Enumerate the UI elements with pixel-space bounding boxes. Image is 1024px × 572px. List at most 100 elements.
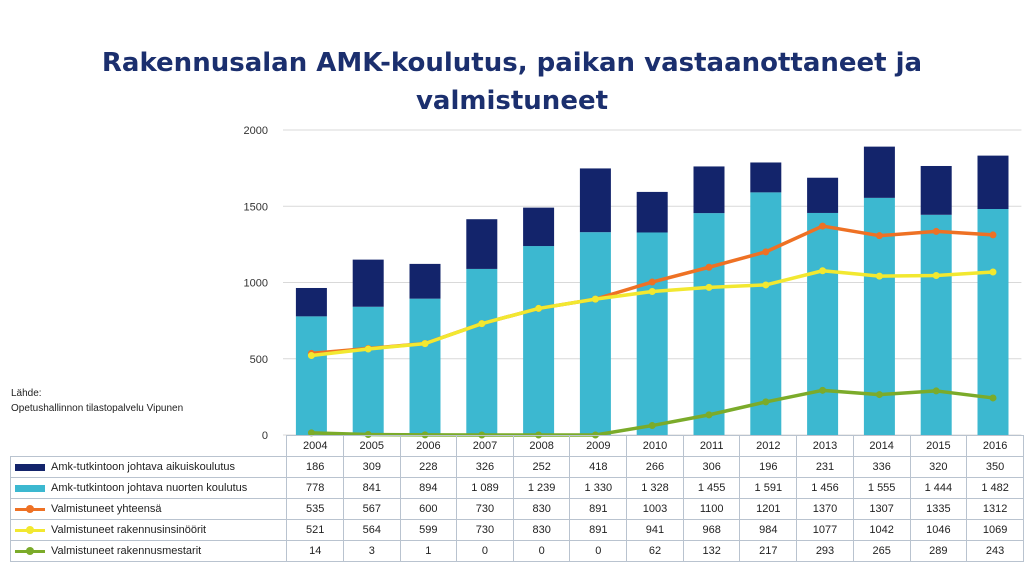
- table-cell: 1 330: [569, 477, 628, 499]
- x-tick-label: 2015: [909, 435, 968, 457]
- bar-nuorten-2007: [466, 268, 498, 435]
- x-tick-label: 2016: [966, 435, 1024, 457]
- chart-title: Rakennusalan AMK-koulutus, paikan vastaa…: [0, 44, 1024, 120]
- table-cell: 336: [852, 456, 911, 478]
- legend-swatch-line: [15, 525, 45, 534]
- table-cell: 0: [512, 540, 571, 562]
- table-cell: 196: [739, 456, 798, 478]
- bar-aikuis-2010: [636, 191, 668, 233]
- series-point-2-2008: [535, 304, 543, 312]
- series-point-2-2009: [591, 295, 599, 303]
- table-cell: 1003: [626, 498, 684, 520]
- table-cell: 941: [626, 519, 684, 541]
- series-point-2-2016: [989, 268, 997, 276]
- table-cell: 1 456: [796, 477, 854, 499]
- table-cell: 564: [343, 519, 401, 541]
- bar-aikuis-2014: [863, 146, 895, 198]
- chart-title-line-1: Rakennusalan AMK-koulutus, paikan vastaa…: [101, 48, 923, 78]
- x-tick-label: 2008: [512, 435, 571, 457]
- series-point-3-2011: [705, 411, 713, 419]
- y-tick-label: 500: [250, 354, 268, 366]
- legend-entry: Valmistuneet rakennusmestarit: [9, 540, 288, 562]
- y-axis-ticks: 0 500 1000 1500 2000: [244, 125, 268, 440]
- table-cell: 0: [456, 540, 514, 562]
- table-row: Amk-tutkintoon johtava aikuiskoulutus 186…: [9, 456, 1024, 478]
- bar-nuorten-2009: [579, 232, 611, 435]
- table-cell: 599: [399, 519, 458, 541]
- x-tick-label: 2006: [399, 435, 458, 457]
- x-tick-label: 2010: [626, 435, 684, 457]
- series-point-2-2014: [875, 272, 883, 280]
- table-cell: 1077: [796, 519, 854, 541]
- chart-plot: 0 500 1000 1500 2000: [244, 125, 1022, 440]
- bar-aikuis-2004: [295, 287, 327, 317]
- legend-entry: Amk-tutkintoon johtava nuorten koulutus: [9, 477, 288, 499]
- table-cell: 1 089: [456, 477, 514, 499]
- table-cell: 1335: [909, 498, 968, 520]
- table-cell: 730: [456, 519, 514, 541]
- legend-swatch-line: [15, 546, 45, 555]
- table-cell: 217: [739, 540, 798, 562]
- bar-nuorten-2010: [636, 232, 668, 435]
- table-cell: 309: [343, 456, 401, 478]
- table-cell: 841: [343, 477, 401, 499]
- series-point-2-2006: [421, 340, 429, 348]
- bar-aikuis-2007: [466, 219, 498, 269]
- bar-nuorten-2013: [807, 212, 839, 435]
- series-point-1-2016: [989, 231, 997, 239]
- table-cell: 62: [626, 540, 684, 562]
- table-cell: 891: [569, 498, 628, 520]
- table-cell: 243: [966, 540, 1024, 562]
- series-point-2-2007: [478, 320, 486, 328]
- table-cell: 1 239: [512, 477, 571, 499]
- bar-nuorten-2015: [920, 214, 952, 435]
- bar-aikuis-2013: [807, 177, 839, 213]
- table-cell: 3: [343, 540, 401, 562]
- table-cell: 1370: [796, 498, 854, 520]
- legend-label: Valmistuneet yhteensä: [51, 503, 162, 516]
- bar-nuorten-2008: [523, 246, 555, 435]
- legend-marker: [26, 504, 34, 513]
- y-tick-label: 2000: [244, 125, 268, 137]
- x-tick-label: 2012: [739, 435, 798, 457]
- series-point-3-2012: [762, 398, 770, 406]
- legend-label: Valmistuneet rakennusmestarit: [51, 545, 202, 558]
- series-point-3-2010: [648, 422, 656, 430]
- legend-entry: Valmistuneet rakennusinsinöörit: [9, 519, 288, 541]
- table-cell: 231: [796, 456, 854, 478]
- series-point-3-2004: [307, 429, 315, 437]
- x-tick-label: 2007: [456, 435, 514, 457]
- legend-entry: Amk-tutkintoon johtava aikuiskoulutus: [9, 456, 288, 478]
- table-cell: 600: [399, 498, 458, 520]
- legend-label: Amk-tutkintoon johtava aikuiskoulutus: [51, 461, 236, 474]
- bar-nuorten-2011: [693, 213, 725, 435]
- series-point-2-2005: [364, 345, 372, 353]
- table-header-row: 2004 2005 2006 2007 2008 2009 2010 2011 2012 2013…: [11, 435, 1024, 457]
- legend-entry: Valmistuneet yhteensä: [9, 498, 288, 520]
- table-cell: 1046: [909, 519, 968, 541]
- x-tick-label: 2004: [286, 435, 344, 457]
- table-cell: 1 444: [909, 477, 968, 499]
- x-tick-label: 2014: [852, 435, 911, 457]
- table-cell: 535: [286, 498, 344, 520]
- bar-aikuis-2011: [693, 166, 725, 214]
- legend-swatch-bar: [15, 463, 45, 471]
- series-point-2-2010: [648, 287, 656, 295]
- table-corner: [11, 436, 287, 457]
- y-tick-label: 1500: [244, 201, 268, 213]
- legend-swatch-bar: [15, 484, 45, 492]
- table-row: Amk-tutkintoon johtava nuorten koulutus 7…: [9, 477, 1024, 499]
- series-point-1-2013: [819, 222, 827, 230]
- table-cell: 1312: [966, 498, 1024, 520]
- bar-aikuis-2012: [750, 162, 782, 193]
- legend-marker: [26, 546, 34, 555]
- series-point-2-2013: [819, 267, 827, 275]
- table-cell: 306: [682, 456, 741, 478]
- table-cell: 266: [626, 456, 684, 478]
- source-note: Lähde: Opetushallinnon tilastopalvelu Vi…: [11, 386, 183, 416]
- series-point-3-2013: [819, 386, 827, 394]
- bar-nuorten-2012: [750, 192, 782, 435]
- table-cell: 418: [569, 456, 628, 478]
- legend-marker: [26, 525, 34, 534]
- series-point-3-2016: [989, 394, 997, 402]
